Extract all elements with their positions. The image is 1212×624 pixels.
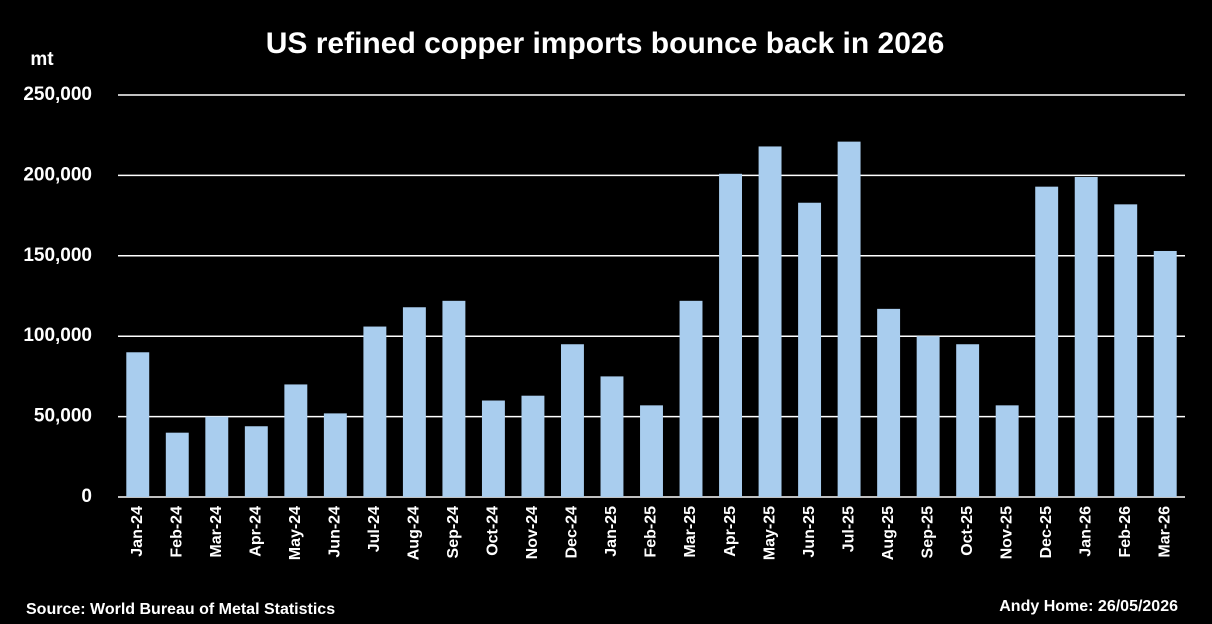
x-tick-label: Dec-24 bbox=[564, 506, 581, 559]
bar bbox=[1074, 177, 1098, 497]
bar bbox=[205, 416, 229, 497]
x-tick-label: Apr-25 bbox=[722, 506, 739, 557]
x-tick-label: Feb-25 bbox=[643, 506, 660, 558]
x-tick-label: Jul-24 bbox=[366, 506, 383, 552]
x-tick-label: Mar-25 bbox=[682, 506, 699, 558]
bar bbox=[165, 432, 189, 497]
x-tick-label: Oct-24 bbox=[485, 506, 502, 556]
x-tick-label: Nov-24 bbox=[524, 506, 541, 559]
x-tick-label: Nov-25 bbox=[998, 506, 1015, 559]
bar bbox=[798, 202, 822, 497]
bar bbox=[561, 344, 584, 497]
x-tick-label: Aug-25 bbox=[880, 506, 897, 560]
x-tick-label: Sep-24 bbox=[445, 506, 462, 559]
y-tick-label: 0 bbox=[81, 486, 92, 507]
bar bbox=[521, 395, 545, 497]
bar bbox=[402, 307, 426, 497]
y-tick-label: 50,000 bbox=[34, 406, 92, 427]
bar bbox=[363, 326, 387, 497]
bar bbox=[640, 405, 663, 497]
bar bbox=[284, 384, 308, 497]
bar bbox=[679, 300, 703, 497]
bar bbox=[837, 141, 861, 497]
x-tick-label: May-24 bbox=[287, 506, 304, 560]
x-tick-label: May-25 bbox=[761, 506, 778, 560]
bar bbox=[1153, 250, 1177, 497]
bar bbox=[758, 146, 782, 497]
y-tick-label: 100,000 bbox=[23, 325, 92, 346]
x-tick-label: Feb-26 bbox=[1117, 506, 1134, 558]
bar bbox=[877, 308, 901, 497]
chart-title: US refined copper imports bounce back in… bbox=[266, 27, 945, 60]
x-tick-label: Dec-25 bbox=[1038, 506, 1055, 559]
y-tick-label: 250,000 bbox=[23, 84, 92, 105]
x-tick-label: Jun-24 bbox=[327, 506, 344, 558]
x-tick-label: Oct-25 bbox=[959, 506, 976, 556]
bar bbox=[442, 300, 466, 497]
bar bbox=[995, 405, 1019, 497]
bar bbox=[1114, 204, 1138, 497]
bar bbox=[719, 173, 742, 498]
x-tick-label: Jan-24 bbox=[129, 506, 146, 557]
credit-note: Andy Home: 26/05/2026 bbox=[999, 598, 1178, 615]
x-tick-label: Aug-24 bbox=[406, 506, 423, 560]
bar bbox=[956, 344, 980, 497]
bar bbox=[600, 376, 624, 497]
bar bbox=[916, 336, 940, 497]
x-tick-label: Sep-25 bbox=[919, 506, 936, 559]
x-tick-label: Jul-25 bbox=[840, 506, 857, 552]
x-tick-label: Jan-25 bbox=[603, 506, 620, 557]
x-tick-label: Apr-24 bbox=[248, 506, 265, 557]
source-note: Source: World Bureau of Metal Statistics bbox=[26, 601, 335, 618]
y-tick-label: 200,000 bbox=[23, 164, 92, 185]
y-axis-label: mt bbox=[30, 49, 54, 70]
x-tick-label: Mar-24 bbox=[208, 506, 225, 558]
bar bbox=[126, 352, 150, 497]
bar bbox=[244, 426, 268, 497]
x-tick-label: Jan-26 bbox=[1077, 506, 1094, 557]
bar bbox=[1035, 186, 1059, 497]
x-tick-label: Jun-25 bbox=[801, 506, 818, 558]
x-tick-label: Mar-26 bbox=[1156, 506, 1173, 558]
bar bbox=[323, 413, 347, 497]
bar bbox=[481, 400, 505, 497]
x-tick-label: Feb-24 bbox=[168, 506, 185, 558]
y-tick-label: 150,000 bbox=[23, 245, 92, 266]
